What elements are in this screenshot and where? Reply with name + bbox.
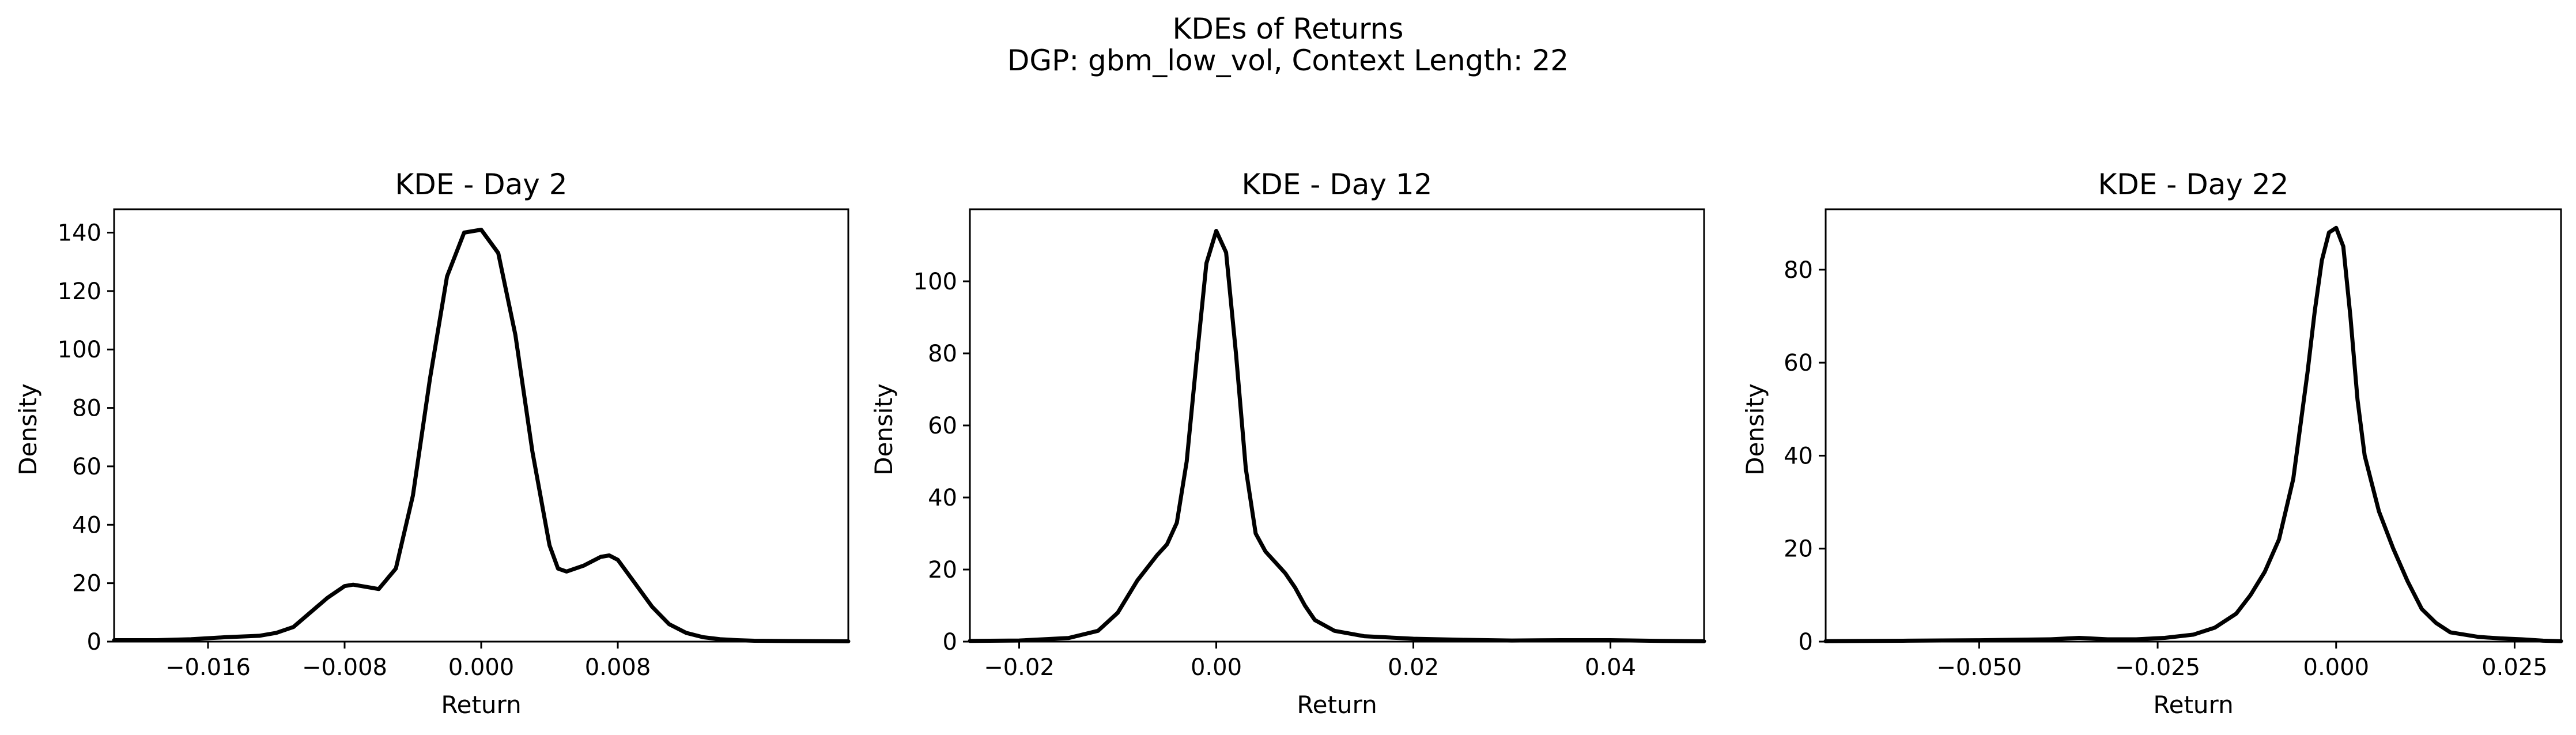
y-tick-label: 20 (72, 571, 101, 597)
y-tick-label: 80 (72, 395, 101, 422)
y-tick-label: 40 (928, 485, 957, 511)
x-tick-label: 0.04 (1585, 654, 1636, 681)
x-tick-label: −0.025 (2115, 654, 2200, 681)
y-tick-label: 140 (58, 220, 101, 247)
y-tick-label: 0 (87, 629, 101, 655)
y-tick-label: 120 (58, 278, 101, 305)
axes-frame (113, 208, 849, 643)
kde-panel-day-12: KDE - Day 12 Return Density −0.02 0.00 0.0… (870, 168, 1706, 719)
kde-panel-day-2: KDE - Day 2 Return Density −0.016 −0.008 0… (14, 168, 851, 719)
y-tick-label: 40 (72, 512, 101, 538)
y-tick-label: 100 (58, 337, 101, 363)
x-tick-label: 0.025 (2481, 654, 2548, 681)
y-tick-label: 40 (1784, 443, 1813, 469)
y-tick-label: 60 (1784, 350, 1813, 376)
y-tick-label: 0 (1799, 629, 1813, 655)
x-tick-label: −0.02 (984, 654, 1055, 681)
kde-panel-day-22: KDE - Day 22 Return Density −0.050 −0.025… (1741, 168, 2563, 719)
x-tick-label: 0.008 (585, 654, 651, 681)
kde-curve (1823, 225, 2563, 643)
x-tick-label: 0.000 (2303, 654, 2370, 681)
kde-curve (112, 228, 851, 643)
x-axis-label: Return (2153, 691, 2233, 719)
axes-frame (1825, 208, 2562, 643)
y-tick-label: 60 (72, 454, 101, 480)
y-tick-label: 100 (913, 269, 957, 295)
y-tick-label: 20 (928, 557, 957, 583)
panel-title: KDE - Day 2 (395, 168, 567, 201)
y-tick-label: 80 (928, 341, 957, 367)
x-axis-label: Return (441, 691, 521, 719)
x-tick-label: 0.000 (448, 654, 515, 681)
axes-frame (969, 208, 1705, 643)
y-tick-label: 20 (1784, 536, 1813, 563)
kde-curve (968, 229, 1706, 643)
y-tick-label: 80 (1784, 257, 1813, 284)
x-tick-label: −0.008 (302, 654, 387, 681)
y-axis-label: Density (870, 383, 898, 476)
x-tick-label: −0.016 (165, 654, 251, 681)
figure-suptitle-line2: DGP: gbm_low_vol, Context Length: 22 (1007, 44, 1569, 77)
y-axis-label: Density (14, 383, 42, 476)
x-tick-label: 0.02 (1388, 654, 1439, 681)
panel-title: KDE - Day 22 (2098, 168, 2289, 201)
y-tick-label: 60 (928, 413, 957, 439)
panel-title: KDE - Day 12 (1242, 168, 1433, 201)
x-tick-label: −0.050 (1936, 654, 2022, 681)
y-tick-label: 0 (943, 629, 957, 655)
x-axis-label: Return (1297, 691, 1377, 719)
x-tick-label: 0.00 (1191, 654, 1242, 681)
figure-suptitle-line1: KDEs of Returns (1173, 12, 1404, 46)
y-axis-label: Density (1741, 383, 1769, 476)
